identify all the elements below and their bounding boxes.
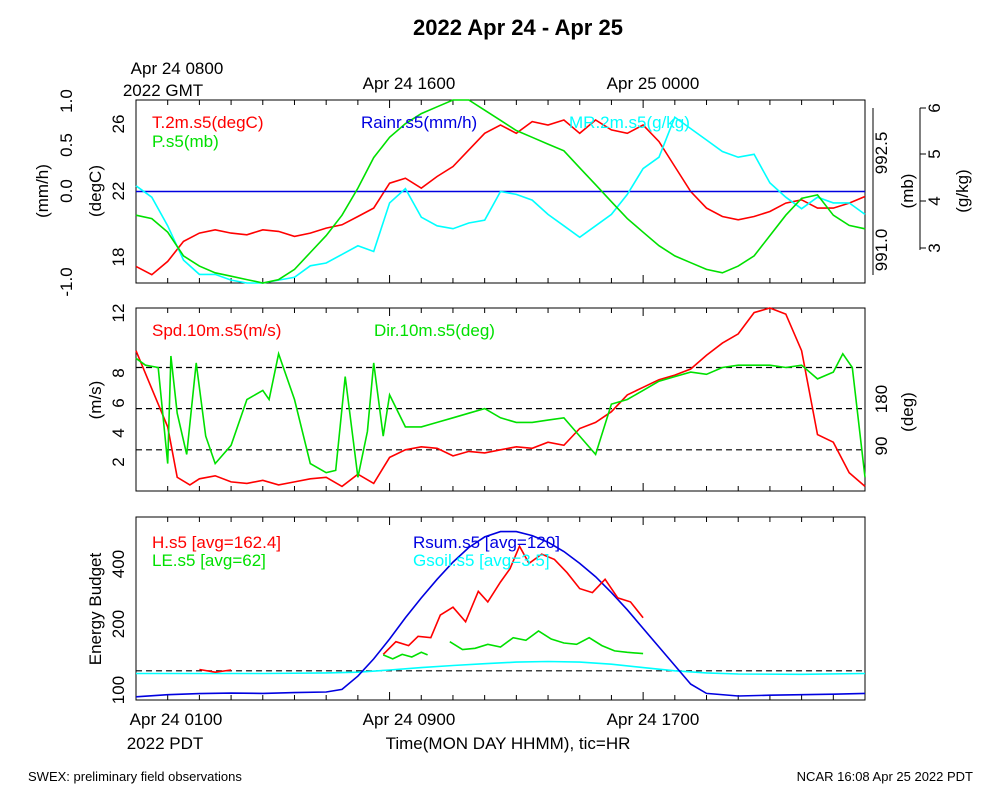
net-radiation-line: [135, 530, 866, 698]
bottom-axis-tz: 2022 PDT: [127, 734, 204, 753]
legend-sensible-heat: H.s5 [avg=162.4]: [152, 533, 281, 552]
chart-title: 2022 Apr 24 - Apr 25: [413, 15, 623, 40]
temperature-line: [135, 119, 866, 276]
energy-panel-frame: [135, 516, 866, 701]
met-axis-gkg-tick-4: 4: [925, 196, 944, 205]
pressure-line: [135, 99, 866, 284]
wind-axis-tick-12: 12: [109, 304, 128, 323]
top-axis-label-1: Apr 24 1600: [363, 74, 456, 93]
mixing-ratio-line: [135, 115, 866, 284]
met-axis-rain-tick-05: 0.5: [57, 133, 76, 157]
legend-latent-heat: LE.s5 [avg=62]: [152, 551, 266, 570]
soil-heat-line: [136, 660, 866, 676]
met-axis-temp-label: (degC): [86, 165, 105, 217]
footer-right: NCAR 16:08 Apr 25 2022 PDT: [797, 769, 973, 784]
wind-axis-speed-label: (m/s): [86, 381, 105, 420]
met-axis-gkg-label: (g/kg): [953, 169, 972, 212]
latent-heat-line: [382, 651, 428, 660]
met-axis-mb-label: (mb): [898, 174, 917, 209]
met-axis-mb-tick-9925: 992.5: [872, 132, 891, 175]
met-axis-rain-tick-1: 1.0: [57, 89, 76, 113]
footer-left: SWEX: preliminary field observations: [28, 769, 242, 784]
energy-axis-tick-100: 100: [109, 676, 128, 704]
energy-axis-tick-400: 400: [109, 550, 128, 578]
legend-pressure: P.s5(mb): [152, 132, 219, 151]
legend-gsoil: Gsoil.s5 [avg=3.5]: [413, 551, 550, 570]
legend-speed: Spd.10m.s5(m/s): [152, 321, 281, 340]
met-axis-rain-tick-0: 0.0: [57, 179, 76, 203]
legend-rsum: Rsum.s5 [avg=120]: [413, 533, 560, 552]
latent-heat-line: [449, 630, 644, 655]
legend-direction: Dir.10m.s5(deg): [374, 321, 495, 340]
wind-axis-tick-8: 8: [109, 368, 128, 377]
top-axis-start-tz: 2022 GMT: [123, 81, 203, 100]
met-axis-gkg-tick-3: 3: [925, 243, 944, 252]
wind-axis-deg-label: (deg): [898, 392, 917, 432]
wind-panel-frame: [135, 307, 866, 492]
sensible-heat-line: [199, 668, 232, 674]
time-ticks: [135, 100, 866, 700]
wind-axis-deg-tick-180: 180: [872, 385, 891, 413]
wind-speed-line: [135, 307, 866, 488]
met-axis-mb-tick-991: 991.0: [872, 229, 891, 272]
wind-axis-deg-tick-90: 90: [872, 437, 891, 456]
wind-direction-line: [135, 350, 866, 478]
met-axis-rain-tick-neg1: -1.0: [57, 267, 76, 296]
met-axis-temp-tick-26: 26: [109, 115, 128, 134]
bottom-axis-label-3: Apr 24 1700: [607, 710, 700, 729]
wind-axis-tick-4: 4: [109, 428, 128, 437]
bottom-axis-xlabel: Time(MON DAY HHMM), tic=HR: [386, 734, 631, 753]
legend-mixing-ratio: MR.2m.s5(g/kg): [569, 113, 690, 132]
energy-axis-tick-200: 200: [109, 610, 128, 638]
top-axis-start-label: Apr 24 0800: [131, 59, 224, 78]
wind-axis-tick-6: 6: [109, 398, 128, 407]
sensible-heat-line: [382, 544, 644, 655]
met-axis-temp-tick-18: 18: [109, 248, 128, 267]
wind-series: [135, 307, 866, 488]
met-axis-gkg-tick-5: 5: [925, 149, 944, 158]
met-axis-gkg-tick-6: 6: [925, 103, 944, 112]
legend-rain: Rainr.s5(mm/h): [361, 113, 477, 132]
wind-axis-tick-2: 2: [109, 457, 128, 466]
legend-temp: T.2m.s5(degC): [152, 113, 263, 132]
met-axis-temp-tick-22: 22: [109, 182, 128, 201]
met-series: [135, 99, 866, 284]
bottom-axis-label-1: Apr 24 0100: [130, 710, 223, 729]
met-axis-rain-label: (mm/h): [33, 164, 52, 218]
energy-axis-label: Energy Budget: [86, 552, 105, 665]
top-axis-label-2: Apr 25 0000: [607, 74, 700, 93]
energy-series: [135, 530, 866, 698]
bottom-axis-label-2: Apr 24 0900: [363, 710, 456, 729]
